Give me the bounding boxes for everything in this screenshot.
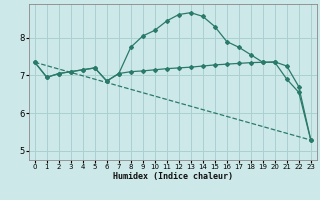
X-axis label: Humidex (Indice chaleur): Humidex (Indice chaleur): [113, 172, 233, 181]
